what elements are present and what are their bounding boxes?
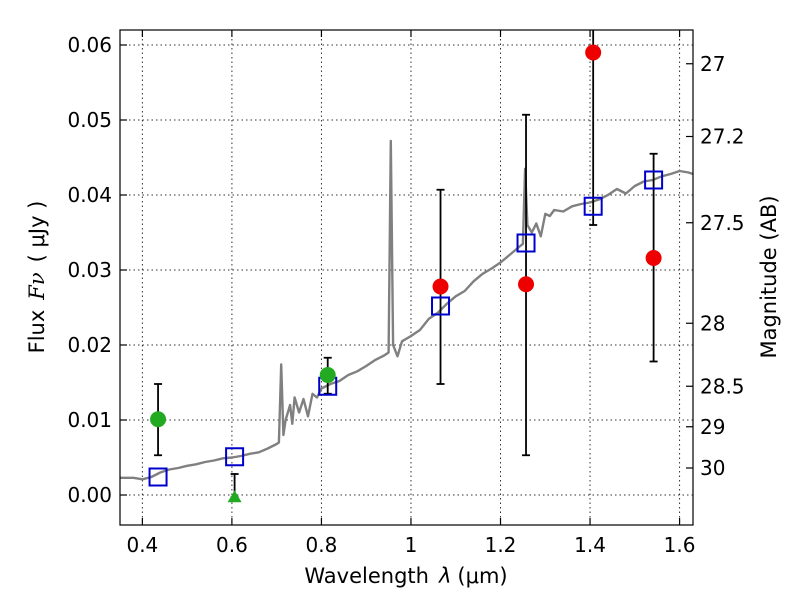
model-flux-marker (644, 170, 664, 190)
model-flux-marker (516, 233, 536, 253)
x-tick-label: 1.6 (664, 533, 696, 557)
model-layer (148, 170, 664, 487)
x-tick-label: 1 (405, 533, 418, 557)
y2-axis: 27 27.2 27.5 28 28.5 29 30 (686, 52, 745, 480)
observed-flux-marker (319, 367, 336, 383)
observed-flux-marker (150, 411, 167, 428)
y2-tick-label: 28 (700, 311, 725, 335)
observed-flux-marker (518, 276, 535, 293)
y2-axis-title: Magnitude (AB) (757, 195, 781, 358)
x-tick-label: 0.6 (216, 533, 248, 557)
x-axis-title: Wavelength λ (μm) (304, 564, 507, 588)
y2-tick-label: 27.5 (700, 211, 745, 235)
x-tick-label: 0.8 (306, 533, 338, 557)
observed-flux-marker (645, 250, 662, 266)
y-axis: 0.00 0.01 0.02 0.03 0.04 0.05 0.06 (67, 33, 127, 507)
x-axis: 0.4 0.6 0.8 1 1.2 1.4 1.6 (126, 30, 695, 557)
plot-frame (119, 29, 694, 526)
y2-tick-label: 28.5 (700, 374, 745, 398)
y2-tick-label: 27.2 (700, 125, 745, 149)
y-tick-label: 0.04 (67, 183, 112, 207)
y-tick-label: 0.05 (67, 108, 112, 132)
model-flux-marker (225, 447, 245, 467)
y-axis-title: FluxFν( μJy ) (25, 201, 49, 354)
grid (120, 30, 693, 525)
y2-tick-label: 30 (700, 456, 725, 480)
y-tick-label: 0.03 (67, 258, 112, 282)
upper-limit-marker (227, 490, 242, 503)
y-tick-label: 0.00 (67, 483, 112, 507)
y-tick-label: 0.01 (67, 408, 112, 432)
x-tick-label: 1.4 (574, 533, 606, 557)
model-flux-marker (148, 467, 168, 487)
x-tick-label: 1.2 (485, 533, 517, 557)
model-flux-marker (583, 196, 603, 216)
y2-tick-label: 27 (700, 52, 725, 76)
y2-tick-label: 29 (700, 415, 725, 439)
spectrum-layer (120, 139, 693, 481)
observed-flux-marker (432, 278, 449, 295)
model-flux-marker (431, 296, 451, 316)
y-tick-label: 0.06 (67, 33, 112, 57)
x-tick-label: 0.4 (126, 533, 158, 557)
obs-layer (150, 44, 662, 503)
sed-template-line (120, 139, 693, 481)
observed-flux-marker (585, 44, 602, 61)
plot-area (120, 30, 693, 503)
errbar-layer (154, 30, 658, 499)
y-tick-label: 0.02 (67, 333, 112, 357)
